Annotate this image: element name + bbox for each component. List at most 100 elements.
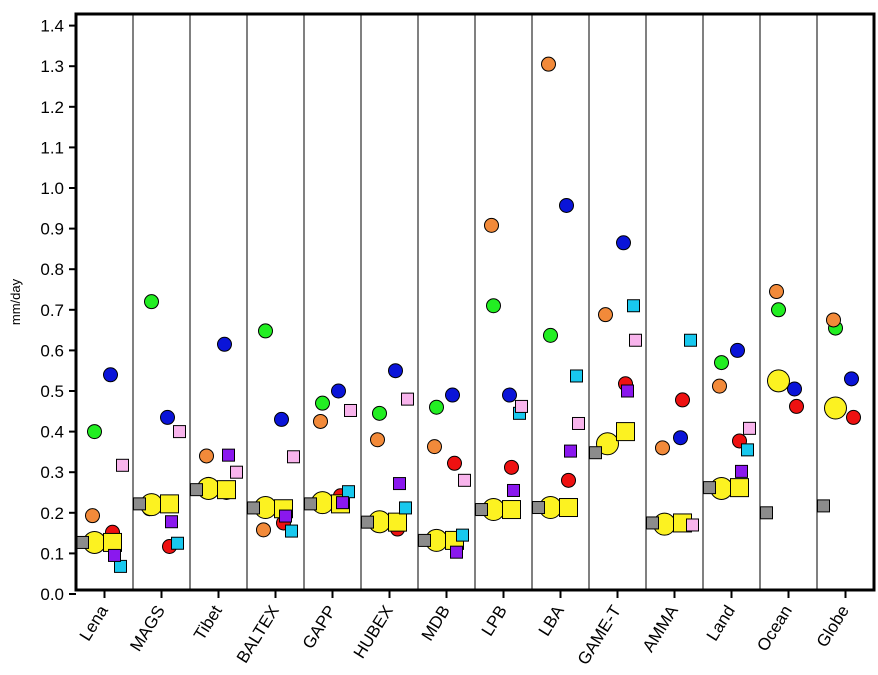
pink-square-point: [287, 450, 300, 464]
cyan-square-point: [171, 536, 184, 550]
gray-square-point: [817, 499, 830, 513]
y-tick-label: 0.2: [40, 504, 64, 523]
orange-circle-point: [313, 413, 328, 429]
x-tick-label: GAME-T: [574, 602, 625, 668]
pink-square-point: [173, 425, 186, 439]
y-tick-label: 0.0: [40, 585, 64, 604]
gray-square-point: [304, 497, 317, 511]
green-circle-point: [144, 294, 159, 310]
purple-square-point: [108, 548, 121, 562]
yellow-square-point: [388, 512, 407, 532]
x-tick-label: Ocean: [753, 602, 796, 655]
yellow-square-point: [217, 480, 236, 500]
gray-square-point: [76, 535, 89, 549]
pink-square-point: [686, 518, 699, 532]
red-circle-point: [675, 392, 690, 408]
pink-square-point: [116, 458, 129, 472]
blue-circle-point: [673, 430, 688, 446]
y-tick-label: 0.8: [40, 260, 64, 279]
pink-square-point: [401, 392, 414, 406]
y-tick-label: 0.9: [40, 220, 64, 239]
yellow-square-point: [160, 494, 179, 514]
blue-circle-point: [787, 381, 802, 397]
x-tick-label: LPB: [478, 602, 511, 639]
y-tick-label: 0.7: [40, 301, 64, 320]
gray-square-point: [703, 481, 716, 495]
yellow-square-point: [616, 422, 635, 442]
y-tick-label: 1.0: [40, 179, 64, 198]
orange-circle-point: [826, 312, 841, 328]
yellow-circle-point: [767, 369, 790, 393]
purple-square-point: [621, 384, 634, 398]
pink-square-point: [515, 399, 528, 413]
x-axis: Lena MAGS Tibet BALTEX GAPP HUBEX MDB LPB LBA GAM…: [76, 590, 853, 668]
x-tick-label: Land: [703, 602, 739, 644]
y-tick-label: 0.3: [40, 463, 64, 482]
green-circle-point: [486, 298, 501, 314]
green-circle-point: [543, 327, 558, 343]
orange-circle-point: [655, 440, 670, 456]
gray-square-point: [190, 483, 203, 497]
y-tick-label: 0.4: [40, 423, 64, 442]
y-tick-label: 1.1: [40, 138, 64, 157]
green-circle-point: [714, 355, 729, 371]
orange-circle-point: [541, 56, 556, 72]
y-tick-label: 0.6: [40, 341, 64, 360]
plot-frame: [74, 12, 876, 592]
gray-square-point: [760, 506, 773, 520]
orange-circle-point: [370, 432, 385, 448]
gray-square-point: [418, 533, 431, 547]
orange-circle-point: [427, 439, 442, 455]
purple-square-point: [507, 483, 520, 497]
yellow-square-point: [103, 532, 122, 552]
pink-square-point: [230, 465, 243, 479]
orange-circle-point: [256, 522, 271, 538]
orange-circle-point: [598, 307, 613, 323]
gray-square-point: [133, 497, 146, 511]
purple-square-point: [393, 477, 406, 491]
green-circle-point: [372, 405, 387, 421]
purple-square-point: [222, 448, 235, 462]
cyan-square-point: [285, 524, 298, 538]
blue-circle-point: [502, 387, 517, 403]
x-tick-label: Tibet: [190, 602, 226, 644]
pink-square-point: [572, 416, 585, 430]
green-circle-point: [315, 395, 330, 411]
gray-square-point: [361, 515, 374, 529]
blue-circle-point: [559, 197, 574, 213]
y-tick-label: 1.2: [40, 98, 64, 117]
cyan-square-point: [684, 333, 697, 347]
y-axis: 0.0 0.1 0.2 0.3 0.4 0.5 0.6 0.7 0.8 0.9 1.0 1.1 1.2 1…: [40, 17, 76, 604]
cyan-square-point: [114, 559, 127, 573]
orange-circle-point: [769, 284, 784, 300]
gray-square-point: [475, 503, 488, 517]
yellow-circle-point: [824, 396, 847, 420]
pink-square-point: [458, 473, 471, 487]
pink-square-point: [344, 403, 357, 417]
pink-square-point: [743, 421, 756, 435]
gray-square-point: [646, 516, 659, 530]
blue-circle-point: [160, 409, 175, 425]
y-tick-label: 1.3: [40, 57, 64, 76]
x-tick-label: LBA: [535, 601, 568, 639]
x-tick-label: MDB: [418, 602, 454, 644]
purple-square-point: [279, 509, 292, 523]
y-axis-label: mm/day: [8, 278, 23, 325]
x-tick-label: HUBEX: [350, 602, 397, 662]
red-circle-point: [789, 398, 804, 414]
purple-square-point: [735, 464, 748, 478]
orange-circle-point: [712, 378, 727, 394]
green-circle-point: [87, 424, 102, 440]
red-circle-point: [846, 409, 861, 425]
blue-circle-point: [445, 387, 460, 403]
purple-square-point: [165, 515, 178, 529]
blue-circle-point: [103, 367, 118, 383]
blue-circle-point: [217, 336, 232, 352]
gray-square-point: [247, 501, 260, 515]
gray-square-point: [532, 501, 545, 515]
red-circle-point: [447, 455, 462, 471]
red-circle-point: [561, 472, 576, 488]
orange-circle-point: [484, 217, 499, 233]
purple-square-point: [336, 496, 349, 510]
